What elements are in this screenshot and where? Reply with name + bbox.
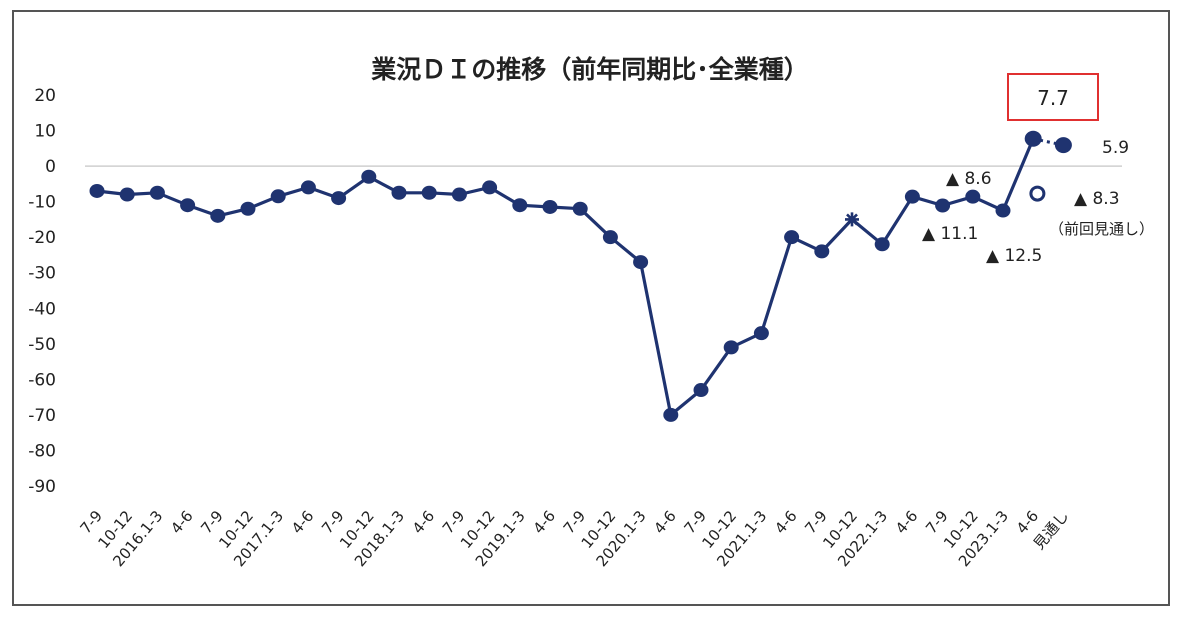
latest-value-label: 7.7 (1037, 86, 1069, 110)
annotations: 7.7 5.9 ▲ 8.3 （前回見通し） ▲ 8.6 ▲ 11.1 ▲ 12.5 (922, 73, 1154, 266)
latest-value-callout (1007, 73, 1099, 121)
x-tick-label: 4-6 (409, 507, 439, 537)
y-tick-label: -70 (28, 406, 56, 426)
previous-forecast-caption: （前回見通し） (1049, 220, 1154, 238)
data-point (180, 198, 196, 213)
x-tick-label: 4-6 (167, 507, 197, 537)
data-point (119, 187, 135, 202)
x-tick-label: 4-6 (650, 507, 680, 537)
y-tick-label: -20 (28, 228, 56, 248)
y-tick-label: 0 (45, 157, 56, 177)
series-line-actual (95, 137, 1035, 417)
y-tick-label: 10 (34, 122, 56, 142)
data-point (361, 169, 377, 184)
data-point (814, 244, 830, 259)
data-point (723, 340, 739, 355)
data-point (391, 185, 407, 200)
data-point (663, 407, 679, 422)
data-point (482, 180, 498, 195)
data-point (572, 201, 588, 216)
data-point (633, 255, 649, 270)
data-point (995, 203, 1011, 218)
data-point (451, 187, 467, 202)
data-point (149, 185, 165, 200)
line-chart: 業況ＤＩの推移（前年同期比･全業種） 20 10 0 -10 -20 -30 -40 -50 -… (28, 55, 1154, 570)
data-point (904, 189, 920, 204)
annotation-q2-2022: ▲ 11.1 (922, 224, 978, 244)
data-point (240, 201, 256, 216)
data-point (845, 212, 859, 227)
annotation-q1-2023: ▲ 12.5 (986, 246, 1042, 266)
data-point (784, 230, 800, 245)
x-tick-label: 4-6 (288, 507, 318, 537)
data-point (935, 198, 951, 213)
data-point (270, 189, 286, 204)
chart-title: 業況ＤＩの推移（前年同期比･全業種） (371, 55, 809, 84)
chart-frame: 業況ＤＩの推移（前年同期比･全業種） 20 10 0 -10 -20 -30 -40 -50 -… (12, 10, 1170, 606)
data-point (693, 383, 709, 398)
data-points (89, 130, 1072, 422)
y-axis: 20 10 0 -10 -20 -30 -40 -50 -60 -70 -80 -90 (28, 86, 56, 497)
series-line-forecast (1032, 137, 1064, 147)
y-tick-label: -40 (28, 299, 56, 319)
x-tick-label: 4-6 (530, 507, 560, 537)
y-tick-label: -90 (28, 477, 56, 497)
data-point (965, 189, 981, 204)
series-line (95, 137, 1064, 417)
data-point (210, 208, 226, 223)
y-tick-label: 20 (34, 86, 56, 106)
data-point (300, 180, 316, 195)
forecast-value-label: 5.9 (1102, 138, 1129, 158)
data-point (1054, 137, 1072, 154)
y-tick-label: -50 (28, 335, 56, 355)
annotation-q3-2022: ▲ 8.6 (946, 169, 992, 189)
y-tick-label: -80 (28, 441, 56, 461)
previous-forecast-value-label: ▲ 8.3 (1074, 189, 1120, 209)
data-point (874, 237, 890, 252)
y-tick-label: -60 (28, 370, 56, 390)
previous-forecast-point (1029, 185, 1046, 202)
data-point (512, 198, 528, 213)
data-point (602, 230, 618, 245)
data-point (331, 191, 347, 206)
x-tick-label: 4-6 (892, 507, 922, 537)
x-tick-label: 4-6 (771, 507, 801, 537)
data-point (421, 185, 437, 200)
y-tick-label: -10 (28, 193, 56, 213)
y-tick-label: -30 (28, 264, 56, 284)
data-point (542, 199, 558, 214)
data-point (1024, 130, 1042, 147)
data-point (89, 183, 105, 198)
data-point (753, 326, 769, 341)
